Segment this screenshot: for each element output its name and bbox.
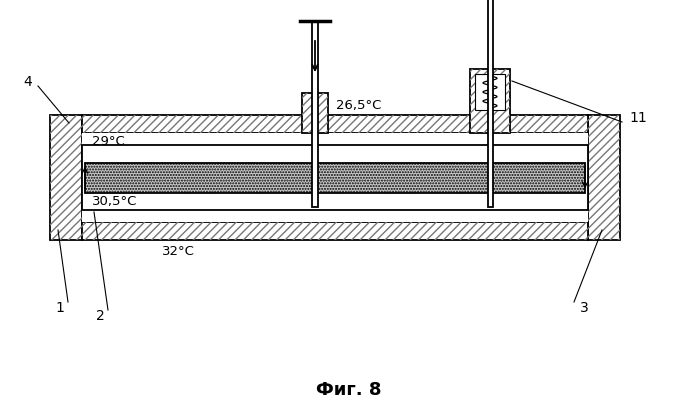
Bar	[82, 115, 588, 133]
Bar	[302, 93, 328, 133]
Bar	[85, 162, 585, 193]
Bar	[470, 69, 510, 133]
Text: 4: 4	[24, 75, 32, 89]
Text: 26,5°C: 26,5°C	[336, 99, 382, 112]
Bar	[50, 115, 82, 240]
Bar	[82, 145, 588, 210]
Bar	[82, 133, 588, 222]
Bar	[50, 115, 82, 240]
Bar	[82, 222, 588, 240]
Text: 11: 11	[629, 111, 647, 125]
Bar	[588, 115, 620, 240]
Text: 3: 3	[579, 301, 589, 315]
Text: 29°C: 29°C	[92, 135, 124, 148]
Text: 32°C: 32°C	[162, 245, 195, 258]
Bar	[588, 115, 620, 240]
Text: 30,5°C: 30,5°C	[92, 195, 138, 208]
Text: 1: 1	[55, 301, 64, 315]
Bar	[475, 74, 505, 110]
Bar	[82, 115, 588, 133]
Text: Фиг. 8: Фиг. 8	[316, 381, 382, 399]
Bar	[488, 0, 493, 207]
Text: 2: 2	[96, 309, 104, 323]
Bar	[470, 69, 510, 133]
Bar	[302, 93, 328, 133]
Bar	[312, 21, 318, 207]
Bar	[82, 222, 588, 240]
